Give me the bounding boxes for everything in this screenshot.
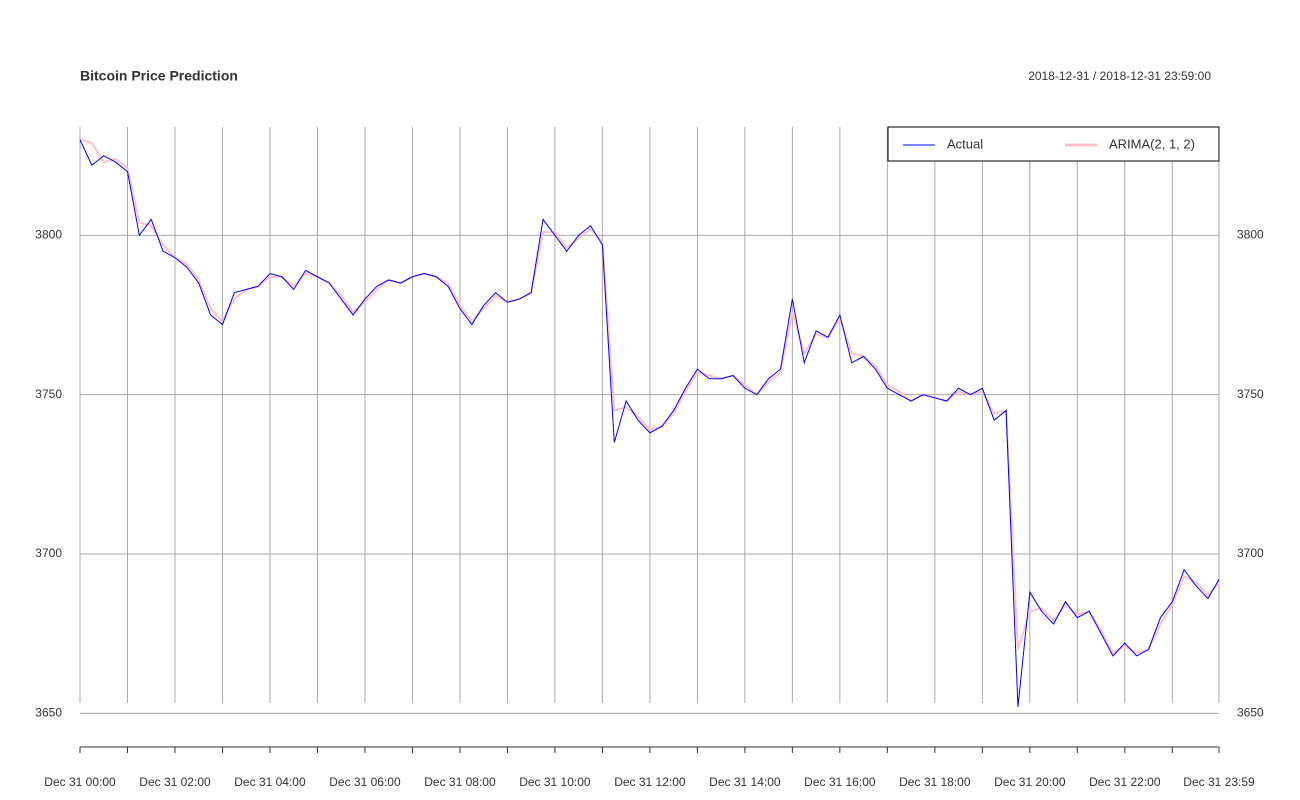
x-tick-label: Dec 31 16:00 [804, 775, 876, 789]
chart-subtitle: 2018-12-31 / 2018-12-31 23:59:00 [1028, 69, 1211, 83]
y-tick-label-right: 3650 [1237, 705, 1264, 719]
legend-label: ARIMA(2, 1, 2) [1109, 136, 1195, 151]
y-tick-label-right: 3700 [1237, 546, 1264, 560]
y-tick-label: 3800 [35, 228, 62, 242]
legend-label: Actual [947, 136, 983, 151]
x-tick-label: Dec 31 14:00 [709, 775, 781, 789]
x-tick-label: Dec 31 18:00 [899, 775, 971, 789]
legend-box [887, 126, 1220, 162]
x-tick-label: Dec 31 12:00 [614, 775, 686, 789]
y-tick-label-right: 3750 [1237, 387, 1264, 401]
chart-title: Bitcoin Price Prediction [80, 68, 238, 84]
x-tick-label: Dec 31 23:59 [1183, 775, 1255, 789]
x-tick-label: Dec 31 08:00 [424, 775, 496, 789]
series-line [79, 139, 1220, 707]
y-tick-label: 3750 [35, 387, 62, 401]
x-tick-label: Dec 31 06:00 [329, 775, 401, 789]
x-tick-label: Dec 31 22:00 [1089, 775, 1161, 789]
x-tick-label: Dec 31 00:00 [44, 775, 116, 789]
y-tick-label: 3700 [35, 546, 62, 560]
x-tick-label: Dec 31 02:00 [139, 775, 211, 789]
x-tick-label: Dec 31 20:00 [994, 775, 1066, 789]
y-tick-label: 3650 [35, 705, 62, 719]
plot-lines [79, 138, 1220, 707]
x-tick-label: Dec 31 10:00 [519, 775, 591, 789]
grid: 3650 3650 3700 3700 3750 3750 3800 3800 Dec 31 0… [35, 127, 1264, 789]
legend: Actual ARIMA(2, 1, 2) [887, 126, 1220, 162]
series-line [79, 138, 1220, 655]
x-tick-label: Dec 31 04:00 [234, 775, 306, 789]
y-tick-label-right: 3800 [1237, 228, 1264, 242]
